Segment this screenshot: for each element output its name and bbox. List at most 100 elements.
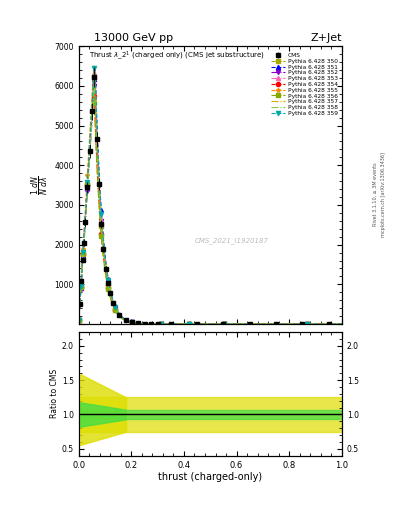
Pythia 6.428 350 — [196, 321, 201, 327]
Pythia 6.428 353 — [99, 217, 104, 223]
Pythia 6.428 350 — [340, 321, 344, 327]
Line: Pythia 6.428 355: Pythia 6.428 355 — [77, 64, 344, 326]
Pythia 6.428 359 — [99, 211, 104, 217]
Pythia 6.428 350 — [93, 110, 98, 116]
Pythia 6.428 355 — [340, 321, 344, 327]
Pythia 6.428 358 — [92, 77, 97, 83]
Pythia 6.428 356 — [110, 301, 115, 307]
Pythia 6.428 352 — [93, 98, 98, 104]
Pythia 6.428 359 — [114, 305, 118, 311]
Y-axis label: $\frac{1}{N}\frac{dN}{d\lambda}$: $\frac{1}{N}\frac{dN}{d\lambda}$ — [30, 175, 51, 195]
Pythia 6.428 359 — [93, 83, 98, 89]
Pythia 6.428 350 — [77, 317, 81, 323]
Pythia 6.428 351 — [196, 321, 201, 327]
Line: Pythia 6.428 357: Pythia 6.428 357 — [79, 73, 342, 324]
Line: Pythia 6.428 350: Pythia 6.428 350 — [77, 75, 344, 326]
Pythia 6.428 357 — [93, 84, 98, 91]
Pythia 6.428 350 — [110, 298, 115, 305]
Pythia 6.428 357 — [149, 321, 154, 327]
Pythia 6.428 350 — [92, 74, 97, 80]
Pythia 6.428 351 — [340, 321, 344, 327]
Text: CMS_2021_I1920187: CMS_2021_I1920187 — [194, 237, 268, 244]
Pythia 6.428 355 — [114, 307, 118, 313]
Pythia 6.428 352 — [114, 306, 118, 312]
Line: Pythia 6.428 353: Pythia 6.428 353 — [77, 71, 344, 326]
Pythia 6.428 354 — [110, 300, 115, 306]
Pythia 6.428 352 — [340, 321, 344, 327]
Pythia 6.428 351 — [149, 321, 154, 327]
Pythia 6.428 353 — [196, 321, 201, 327]
Line: Pythia 6.428 356: Pythia 6.428 356 — [77, 83, 344, 326]
Pythia 6.428 357 — [92, 70, 97, 76]
Text: mcplots.cern.ch [arXiv:1306.3436]: mcplots.cern.ch [arXiv:1306.3436] — [381, 152, 386, 237]
Pythia 6.428 356 — [114, 308, 118, 314]
Pythia 6.428 358 — [114, 306, 118, 312]
Pythia 6.428 356 — [93, 131, 98, 137]
Pythia 6.428 354 — [93, 125, 98, 132]
Pythia 6.428 355 — [110, 298, 115, 305]
Pythia 6.428 355 — [77, 316, 81, 323]
Pythia 6.428 350 — [99, 223, 104, 229]
Pythia 6.428 354 — [114, 308, 118, 314]
Pythia 6.428 356 — [149, 321, 154, 327]
Pythia 6.428 357 — [77, 317, 81, 323]
Pythia 6.428 353 — [93, 95, 98, 101]
Pythia 6.428 357 — [110, 296, 115, 302]
Pythia 6.428 356 — [77, 317, 81, 323]
Pythia 6.428 359 — [149, 321, 154, 327]
Pythia 6.428 352 — [196, 321, 201, 327]
Pythia 6.428 354 — [340, 321, 344, 327]
Pythia 6.428 356 — [196, 321, 201, 327]
Pythia 6.428 358 — [93, 101, 98, 108]
X-axis label: thrust (charged-only): thrust (charged-only) — [158, 472, 262, 482]
Pythia 6.428 354 — [99, 230, 104, 237]
Pythia 6.428 352 — [99, 218, 104, 224]
Pythia 6.428 353 — [110, 297, 115, 303]
Pythia 6.428 358 — [149, 321, 154, 327]
Pythia 6.428 350 — [114, 307, 118, 313]
Pythia 6.428 355 — [93, 111, 98, 117]
Pythia 6.428 357 — [196, 321, 201, 327]
Pythia 6.428 359 — [77, 317, 81, 323]
Pythia 6.428 359 — [196, 321, 201, 327]
Text: Rivet 3.1.10, ≥ 3M events: Rivet 3.1.10, ≥ 3M events — [373, 163, 378, 226]
Pythia 6.428 356 — [99, 233, 104, 239]
Pythia 6.428 358 — [99, 220, 104, 226]
Pythia 6.428 351 — [114, 305, 118, 311]
Pythia 6.428 355 — [99, 224, 104, 230]
Pythia 6.428 354 — [196, 321, 201, 327]
Pythia 6.428 352 — [110, 297, 115, 303]
Line: Pythia 6.428 354: Pythia 6.428 354 — [77, 81, 344, 326]
Text: 13000 GeV pp: 13000 GeV pp — [94, 33, 173, 44]
Pythia 6.428 354 — [77, 317, 81, 323]
Line: Pythia 6.428 352: Pythia 6.428 352 — [77, 81, 344, 326]
Pythia 6.428 357 — [99, 211, 104, 218]
Pythia 6.428 351 — [93, 75, 98, 81]
Pythia 6.428 352 — [92, 80, 97, 86]
Pythia 6.428 351 — [99, 207, 104, 214]
Pythia 6.428 356 — [91, 82, 96, 88]
Pythia 6.428 353 — [92, 70, 97, 76]
Pythia 6.428 354 — [91, 80, 96, 87]
Pythia 6.428 353 — [340, 321, 344, 327]
Pythia 6.428 358 — [77, 317, 81, 323]
Pythia 6.428 359 — [92, 64, 97, 70]
Line: Pythia 6.428 351: Pythia 6.428 351 — [77, 68, 344, 326]
Pythia 6.428 357 — [340, 321, 344, 327]
Text: Z+Jet: Z+Jet — [310, 33, 342, 44]
Pythia 6.428 352 — [77, 317, 81, 323]
Pythia 6.428 352 — [149, 321, 154, 327]
Pythia 6.428 358 — [110, 297, 115, 304]
Line: Pythia 6.428 358: Pythia 6.428 358 — [79, 80, 342, 324]
Pythia 6.428 353 — [149, 321, 154, 327]
Text: Thrust $\lambda\_2^1$ (charged only) (CMS jet substructure): Thrust $\lambda\_2^1$ (charged only) (CM… — [89, 49, 265, 61]
Pythia 6.428 354 — [149, 321, 154, 327]
Pythia 6.428 359 — [340, 321, 344, 327]
Pythia 6.428 353 — [77, 317, 81, 323]
Pythia 6.428 355 — [196, 321, 201, 327]
Pythia 6.428 359 — [110, 295, 115, 302]
Line: Pythia 6.428 359: Pythia 6.428 359 — [77, 65, 344, 326]
Pythia 6.428 357 — [114, 305, 118, 311]
Pythia 6.428 353 — [114, 306, 118, 312]
Pythia 6.428 351 — [110, 295, 115, 301]
